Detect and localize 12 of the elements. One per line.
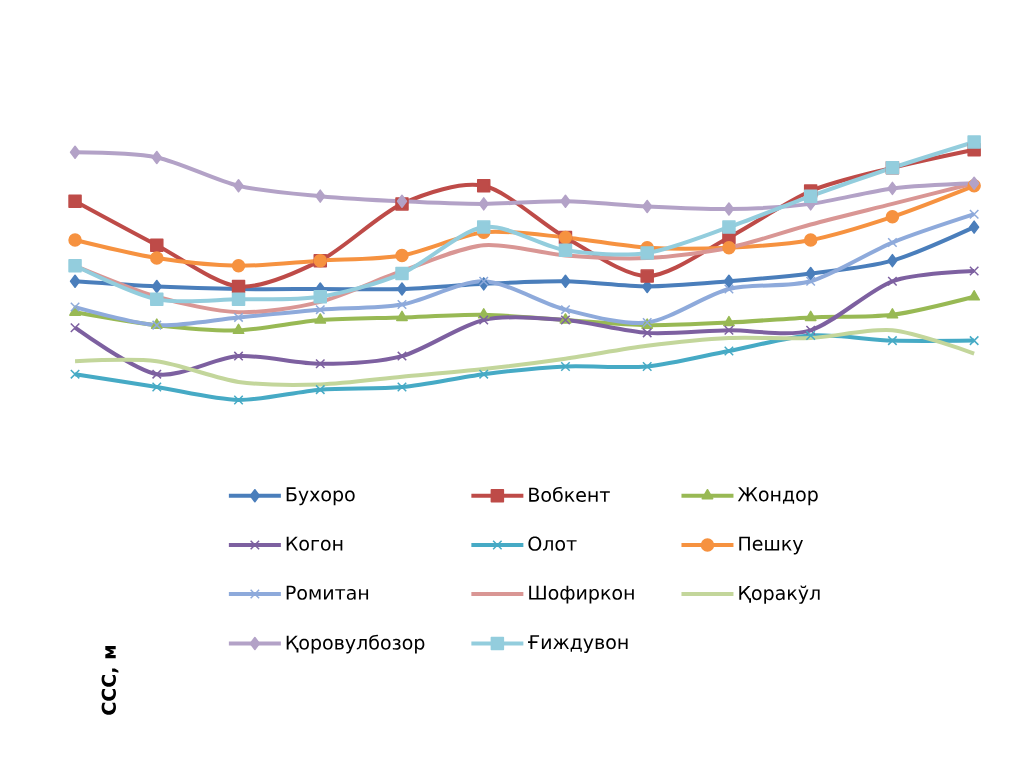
legend-label: Қоровулбозор bbox=[286, 634, 425, 654]
legend-label: Когон bbox=[286, 536, 343, 551]
legend-label: Бухоро bbox=[286, 487, 355, 506]
legend-label: Ромитан bbox=[286, 585, 369, 600]
legend-label: Қоракўл bbox=[739, 585, 820, 604]
legend-label: Вобкент bbox=[529, 486, 610, 502]
legend-label: Шофиркон bbox=[529, 585, 634, 604]
legend-label: Пешку bbox=[739, 536, 803, 555]
legend-label: Ғиждувон bbox=[528, 635, 628, 653]
legend-label: Жондор bbox=[737, 487, 818, 506]
text: ССС, м bbox=[101, 646, 119, 715]
legend-label: Олот bbox=[528, 536, 577, 551]
